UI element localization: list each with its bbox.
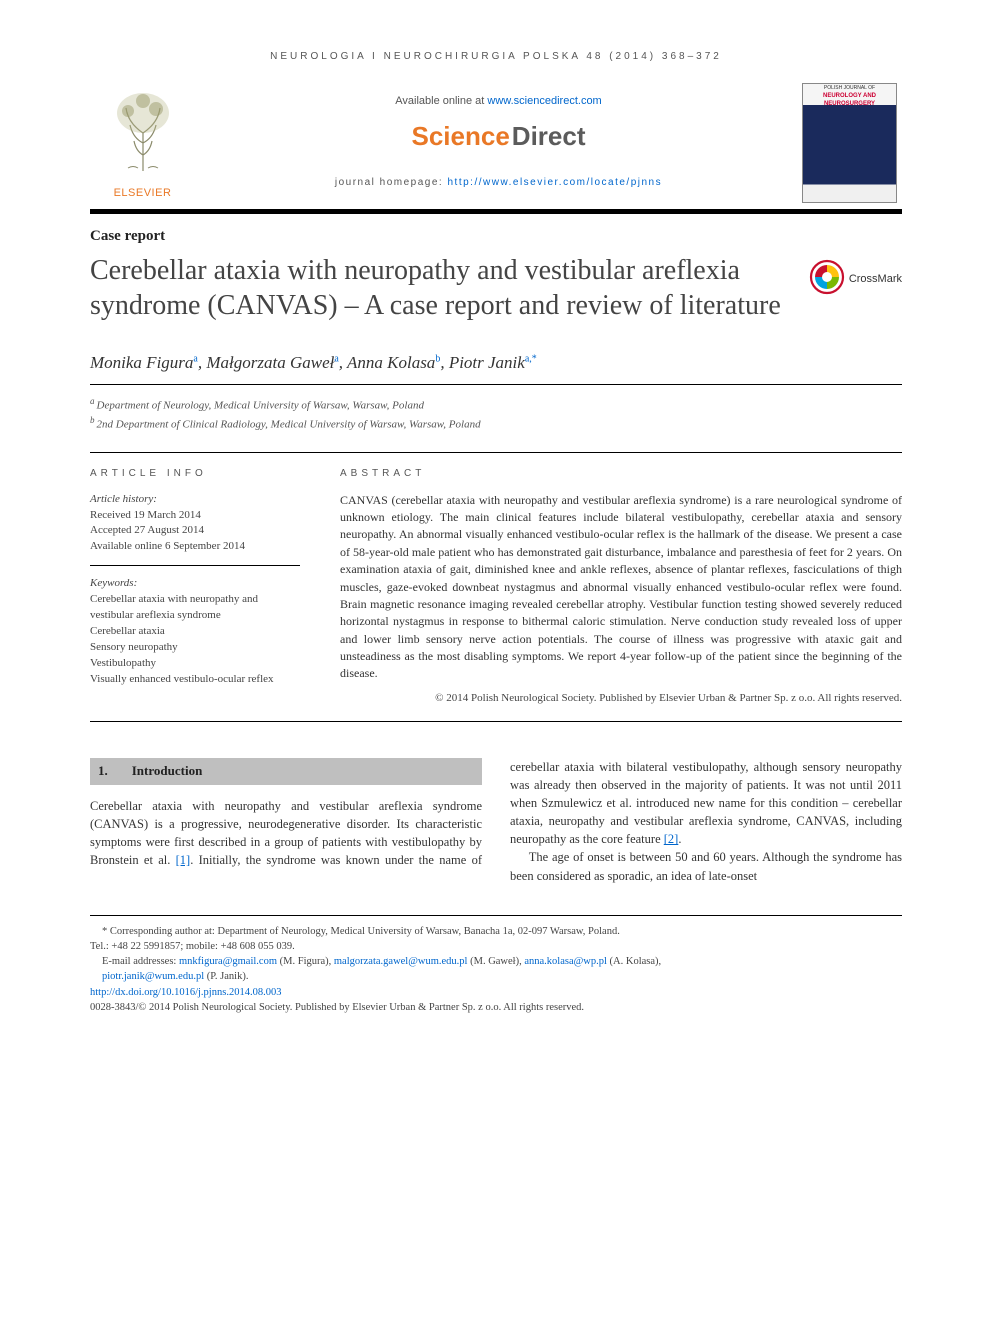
corresponding-author: * Corresponding author at: Department of… — [90, 924, 902, 939]
brand-direct: Direct — [512, 118, 586, 156]
email-link[interactable]: mnkfigura@gmail.com — [179, 956, 277, 967]
history-label: Article history: — [90, 492, 300, 508]
publisher-header: ELSEVIER Available online at www.science… — [90, 83, 902, 214]
issn-copyright: 0028-3843/© 2014 Polish Neurological Soc… — [90, 1000, 902, 1015]
citation-link[interactable]: [2] — [664, 832, 679, 846]
author: Anna Kolasab — [347, 353, 440, 372]
email-line: E-mail addresses: mnkfigura@gmail.com (M… — [102, 954, 902, 984]
journal-cover-block: POLISH JOURNAL OF NEUROLOGY AND NEUROSUR… — [802, 83, 902, 203]
available-text: Available online at — [395, 95, 487, 107]
body-columns: 1.Introduction Cerebellar ataxia with ne… — [90, 758, 902, 885]
journal-cover-name: NEUROLOGY AND NEUROSURGERY — [823, 93, 876, 108]
doi-link[interactable]: http://dx.doi.org/10.1016/j.pjnns.2014.0… — [90, 987, 281, 998]
homepage-label: journal homepage: — [335, 177, 448, 188]
publisher-logo-block: ELSEVIER — [90, 83, 195, 202]
title-row: Cerebellar ataxia with neuropathy and ve… — [90, 253, 902, 323]
article-title: Cerebellar ataxia with neuropathy and ve… — [90, 253, 789, 323]
section-number: 1. — [98, 763, 108, 778]
email-link[interactable]: malgorzata.gawel@wum.edu.pl — [334, 956, 468, 967]
article-info-heading: ARTICLE INFO — [90, 467, 300, 482]
body-paragraph: The age of onset is between 50 and 60 ye… — [510, 848, 902, 884]
keywords-block: Keywords: Cerebellar ataxia with neuropa… — [90, 576, 300, 688]
publisher-center: Available online at www.sciencedirect.co… — [195, 94, 802, 190]
history-online: Available online 6 September 2014 — [90, 539, 300, 555]
history-received: Received 19 March 2014 — [90, 508, 300, 524]
crossmark-label: CrossMark — [849, 272, 902, 288]
email-link[interactable]: anna.kolasa@wp.pl — [524, 956, 607, 967]
affiliations: aDepartment of Neurology, Medical Univer… — [90, 395, 902, 434]
author: Małgorzata Gaweła — [206, 353, 338, 372]
article-history-block: Article history: Received 19 March 2014 … — [90, 492, 300, 567]
article-info-column: ARTICLE INFO Article history: Received 1… — [90, 453, 310, 721]
running-volume-pages: 48 (2014) 368–372 — [586, 51, 722, 62]
abstract-column: ABSTRACT CANVAS (cerebellar ataxia with … — [340, 453, 902, 721]
keyword: Vestibulopathy — [90, 656, 300, 672]
author: Monika Figuraa — [90, 353, 198, 372]
email-label: E-mail addresses: — [102, 956, 179, 967]
email-link[interactable]: piotr.janik@wum.edu.pl — [102, 971, 204, 982]
brand-science: Science — [412, 118, 510, 156]
keyword: Visually enhanced vestibulo-ocular refle… — [90, 672, 300, 688]
homepage-url-link[interactable]: http://www.elsevier.com/locate/pjnns — [447, 177, 662, 188]
keyword: Cerebellar ataxia with neuropathy and ve… — [90, 592, 300, 624]
affiliation: b2nd Department of Clinical Radiology, M… — [90, 414, 902, 434]
elsevier-tree-icon — [98, 83, 188, 184]
keyword: Sensory neuropathy — [90, 640, 300, 656]
abstract-heading: ABSTRACT — [340, 467, 902, 482]
citation-link[interactable]: [1] — [176, 853, 191, 867]
publisher-name: ELSEVIER — [114, 186, 172, 202]
author-line: Monika Figuraa, Małgorzata Gaweła, Anna … — [90, 351, 902, 385]
homepage-line: journal homepage: http://www.elsevier.co… — [195, 176, 802, 191]
corresponding-tel: Tel.: +48 22 5991857; mobile: +48 608 05… — [90, 939, 902, 954]
article-type: Case report — [90, 226, 902, 248]
available-online-line: Available online at www.sciencedirect.co… — [195, 94, 802, 110]
info-abstract-row: ARTICLE INFO Article history: Received 1… — [90, 452, 902, 722]
journal-cover-image: POLISH JOURNAL OF NEUROLOGY AND NEUROSUR… — [802, 83, 897, 203]
history-accepted: Accepted 27 August 2014 — [90, 523, 300, 539]
author: Piotr Janika,* — [449, 353, 537, 372]
crossmark-icon — [809, 259, 845, 301]
sciencedirect-brand[interactable]: ScienceDirect — [195, 118, 802, 156]
abstract-text: CANVAS (cerebellar ataxia with neuropath… — [340, 492, 902, 683]
keywords-label: Keywords: — [90, 576, 300, 592]
section-title: Introduction — [132, 763, 203, 778]
section-heading: 1. Introduction — [90, 758, 482, 785]
affiliation: aDepartment of Neurology, Medical Univer… — [90, 395, 902, 415]
footnotes: * Corresponding author at: Department of… — [90, 915, 902, 1015]
running-journal: NEUROLOGIA I NEUROCHIRURGIA POLSKA — [270, 51, 580, 62]
crossmark-badge[interactable]: CrossMark — [809, 259, 902, 301]
running-header: NEUROLOGIA I NEUROCHIRURGIA POLSKA 48 (2… — [90, 50, 902, 65]
journal-cover-top: POLISH JOURNAL OF — [824, 85, 875, 91]
available-url-link[interactable]: www.sciencedirect.com — [487, 95, 601, 107]
keyword: Cerebellar ataxia — [90, 624, 300, 640]
abstract-copyright: © 2014 Polish Neurological Society. Publ… — [340, 691, 902, 707]
